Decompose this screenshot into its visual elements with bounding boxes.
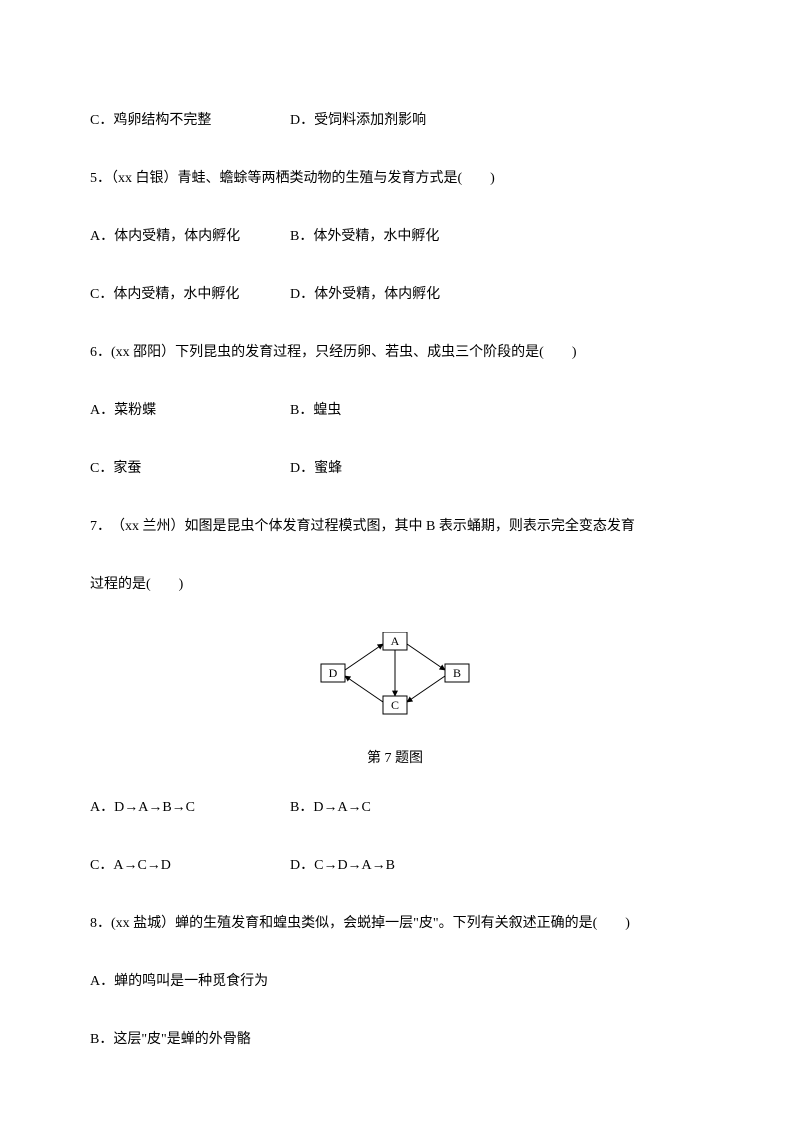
q4-option-c: C．鸡卵结构不完整 — [90, 110, 290, 131]
q6-option-d: D．蜜蜂 — [290, 458, 700, 479]
q7-option-c: C．A→C→D — [90, 855, 290, 876]
q6-option-b: B．蝗虫 — [290, 400, 700, 421]
q7-option-d: D．C→D→A→B — [290, 855, 700, 876]
q5-option-c: C．体内受精，水中孵化 — [90, 284, 290, 305]
q6-option-c: C．家蚕 — [90, 458, 290, 479]
q7-stem-line1: 7． （xx 兰州）如图是昆虫个体发育过程模式图，其中 B 表示蛹期，则表示完全… — [90, 516, 700, 537]
q5-option-b: B．体外受精，水中孵化 — [290, 226, 700, 247]
q7-diagram: A B C D 第 7 题图 — [90, 632, 700, 769]
q5-option-a: A．体内受精，体内孵化 — [90, 226, 290, 247]
q8-option-a: A．蝉的鸣叫是一种觅食行为 — [90, 971, 700, 992]
q8-stem: 8．(xx 盐城）蝉的生殖发育和蝗虫类似，会蜕掉一层"皮"。下列有关叙述正确的是… — [90, 913, 700, 934]
q7-option-b: B．D→A→C — [290, 797, 700, 818]
q7-figure-caption: 第 7 题图 — [367, 748, 423, 769]
node-c-label: C — [391, 698, 399, 712]
q4-option-d: D．受饲料添加剂影响 — [290, 110, 700, 131]
q8-option-b: B．这层"皮"是蝉的外骨骼 — [90, 1029, 700, 1050]
q5-option-d: D．体外受精，体内孵化 — [290, 284, 700, 305]
node-b-label: B — [453, 666, 461, 680]
node-a-label: A — [391, 634, 400, 648]
q7-option-a: A．D→A→B→C — [90, 797, 290, 818]
q7-stem-line2: 过程的是( ) — [90, 574, 700, 595]
q6-stem: 6．(xx 邵阳）下列昆虫的发育过程，只经历卵、若虫、成虫三个阶段的是( ) — [90, 342, 700, 363]
node-d-label: D — [329, 666, 338, 680]
q5-stem: 5．（xx 白银）青蛙、蟾蜍等两栖类动物的生殖与发育方式是( ) — [90, 168, 700, 189]
q6-option-a: A．菜粉蝶 — [90, 400, 290, 421]
